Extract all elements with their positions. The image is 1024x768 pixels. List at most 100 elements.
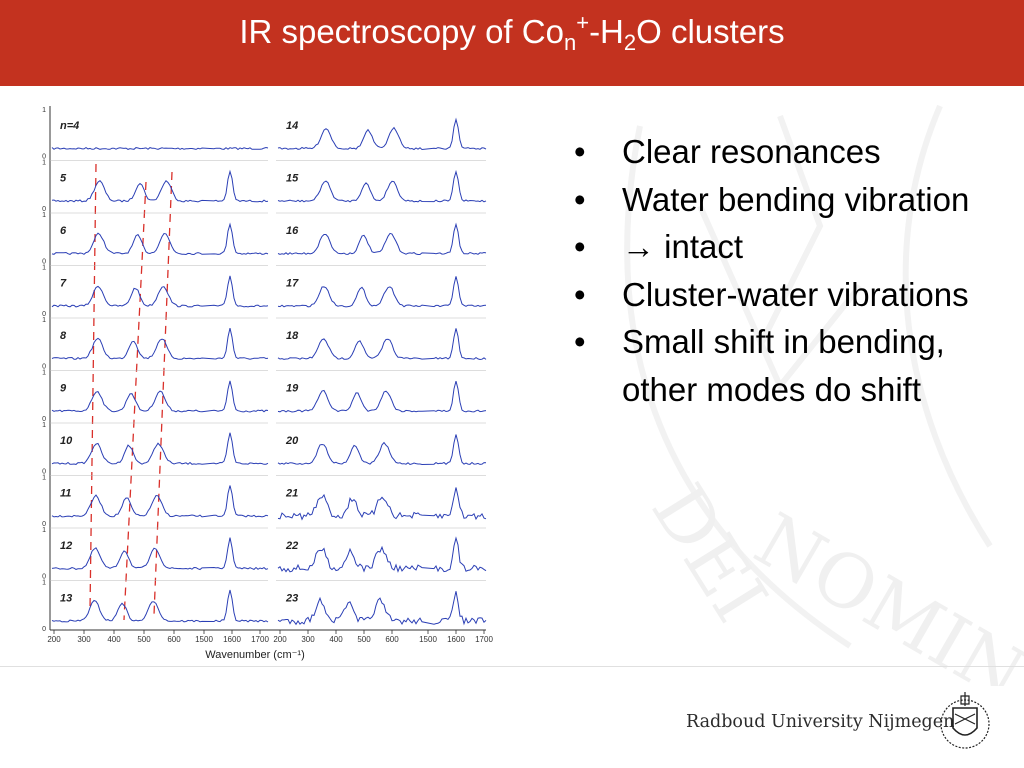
bullet-text: → intact (622, 228, 744, 265)
y-tick-label: 1 (42, 212, 46, 219)
bullet-item: • Small shift in bending, other modes do … (574, 318, 1014, 413)
y-tick-label: 0 (42, 469, 46, 476)
cluster-size-label: 21 (285, 488, 298, 500)
cluster-size-label: 8 (60, 330, 67, 342)
spectrum-trace (277, 487, 487, 521)
spectrum-trace (277, 222, 487, 256)
cluster-size-label: 16 (286, 225, 299, 237)
x-tick-label: 1500 (195, 635, 213, 644)
spectrum-trace (277, 434, 487, 466)
x-tick-label: 400 (107, 635, 121, 644)
y-tick-label: 0 (42, 416, 46, 423)
bullet-dot: • (574, 180, 586, 218)
spectrum-trace (51, 146, 269, 151)
cluster-size-label: 14 (286, 120, 298, 132)
university-seal-watermark: DEI NOMINE (624, 104, 1024, 686)
university-name: Radboud University Nijmegen (686, 712, 955, 732)
spectrum-trace (277, 328, 487, 361)
bullet-item: • Cluster-water vibrations (574, 271, 1014, 319)
cluster-size-label: 10 (60, 435, 73, 447)
cluster-size-label: 18 (286, 330, 299, 342)
svg-text:NOMINE: NOMINE (741, 497, 1024, 686)
bullet-dot: • (574, 275, 586, 313)
spectrum-trace (277, 169, 487, 203)
bullet-item: • Clear resonances (574, 128, 1014, 176)
cluster-size-label: 23 (285, 593, 298, 605)
x-tick-label: 1500 (419, 635, 437, 644)
x-tick-label: 300 (301, 635, 315, 644)
spectrum-trace (51, 275, 269, 308)
cluster-size-label: 12 (60, 540, 72, 552)
x-tick-label: 200 (273, 635, 287, 644)
bullet-text: Water bending vibration (622, 180, 970, 218)
x-tick-label: 1700 (251, 635, 269, 644)
cluster-size-label: 6 (60, 225, 67, 237)
y-tick-label: 1 (42, 370, 46, 377)
x-tick-label: 400 (329, 635, 343, 644)
cluster-size-label: 17 (286, 278, 299, 290)
guide-line (153, 171, 173, 616)
footer-divider (0, 666, 1024, 667)
guide-line (89, 163, 97, 611)
x-tick-label: 600 (385, 635, 399, 644)
spectrum-trace (277, 591, 487, 626)
bullet-list: • Clear resonances • Water bending vibrati… (574, 128, 1014, 413)
x-tick-label: 1600 (447, 635, 465, 644)
y-tick-label: 0 (42, 259, 46, 266)
bullet-text: Clear resonances (622, 133, 881, 170)
spectrum-trace (277, 117, 487, 151)
spectrum-trace (51, 589, 269, 623)
spectrum-trace (277, 276, 487, 308)
x-tick-label: 500 (137, 635, 151, 644)
cluster-size-label: 9 (60, 383, 67, 395)
y-tick-label: 1 (42, 317, 46, 324)
cluster-size-label: 7 (60, 278, 67, 290)
cluster-size-label: 15 (286, 173, 299, 185)
ir-spectra-figure: 10101010101010101010n=456789101112131415… (42, 106, 493, 661)
y-tick-label: 1 (42, 580, 46, 587)
bullet-text: Cluster-water vibrations (622, 275, 969, 313)
spectrum-trace (51, 169, 269, 203)
bullet-dot: • (574, 133, 586, 170)
bullet-dot: • (574, 323, 586, 360)
bullet-dot: • (574, 228, 586, 265)
bullet-text: Small shift in bending, other modes do s… (622, 323, 945, 408)
x-tick-label: 200 (47, 635, 61, 644)
y-tick-label: 1 (42, 107, 46, 114)
slide-title: IR spectroscopy of Con+-H2O clusters (239, 10, 785, 55)
spectrum-trace (51, 327, 269, 360)
y-tick-label: 0 (42, 574, 46, 581)
cluster-size-label: 5 (60, 173, 67, 185)
cluster-size-label: 22 (285, 540, 298, 552)
title-bar: IR spectroscopy of Con+-H2O clusters (0, 0, 1024, 86)
spectrum-trace (51, 485, 269, 518)
x-tick-label: 1600 (223, 635, 241, 644)
cluster-size-label: n=4 (60, 120, 79, 132)
y-tick-label: 0 (42, 206, 46, 213)
spectrum-trace (277, 380, 487, 413)
y-tick-label: 0 (42, 521, 46, 528)
x-tick-label: 600 (167, 635, 181, 644)
guide-line (123, 181, 147, 621)
bullet-item: • → intact (574, 223, 1014, 271)
cluster-size-label: 19 (286, 383, 299, 395)
spectrum-trace (51, 380, 269, 413)
y-tick-label: 0 (42, 364, 46, 371)
cluster-size-label: 20 (285, 435, 299, 447)
y-tick-label: 1 (42, 265, 46, 272)
y-tick-label: 0 (42, 626, 46, 633)
spectrum-trace (51, 222, 269, 256)
bullet-item: • Water bending vibration (574, 176, 1014, 224)
y-tick-label: 1 (42, 160, 46, 167)
x-tick-label: 300 (77, 635, 91, 644)
y-tick-label: 1 (42, 527, 46, 534)
y-tick-label: 1 (42, 422, 46, 429)
y-tick-label: 1 (42, 475, 46, 482)
spectrum-trace (51, 432, 269, 465)
x-axis-label: Wavenumber (cm⁻¹) (205, 649, 305, 661)
spectrum-trace (277, 536, 487, 573)
university-seal-icon (940, 692, 990, 749)
y-tick-label: 0 (42, 154, 46, 161)
spectrum-trace (51, 537, 269, 571)
x-tick-label: 500 (357, 635, 371, 644)
